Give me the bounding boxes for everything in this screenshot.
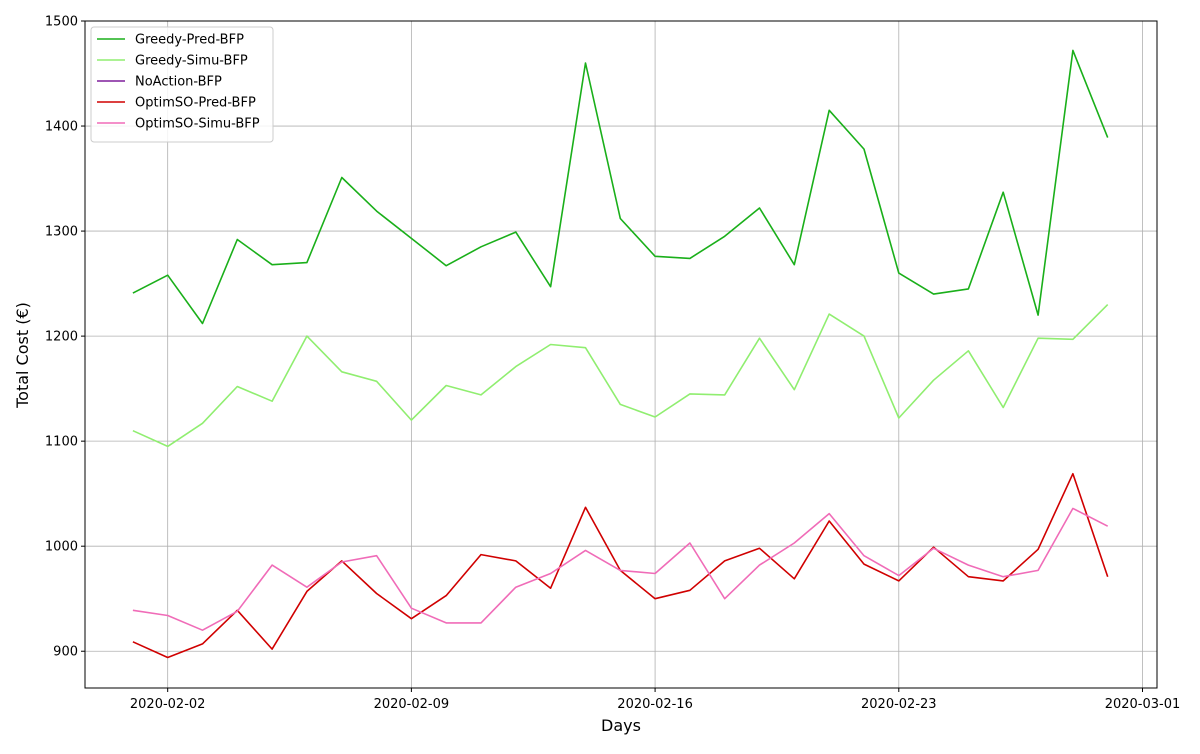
y-axis: 900 1000 1100 1200 1300 1400 1500 xyxy=(45,15,85,660)
legend-label: NoAction-BFP xyxy=(135,75,222,90)
series-line-optimso-simu-bfp xyxy=(132,507,1109,632)
x-tick-label: 2020-03-01 xyxy=(1105,697,1181,712)
y-tick-label: 1100 xyxy=(45,435,78,450)
x-tick-label: 2020-02-02 xyxy=(130,697,206,712)
x-tick-label: 2020-02-16 xyxy=(617,697,693,712)
x-axis-label: Days xyxy=(601,716,641,735)
legend-label: Greedy-Pred-BFP xyxy=(135,33,244,48)
legend-label: Greedy-Simu-BFP xyxy=(135,54,248,69)
plot-frame xyxy=(84,20,1158,689)
y-tick-label: 1500 xyxy=(45,15,78,30)
legend-label: OptimSO-Simu-BFP xyxy=(135,117,260,132)
legend-label: OptimSO-Pred-BFP xyxy=(135,96,256,111)
y-tick-label: 1000 xyxy=(45,540,78,555)
series-line-greedy-simu-bfp xyxy=(132,304,1109,448)
legend-box xyxy=(90,26,274,143)
y-tick-label: 1300 xyxy=(45,225,78,240)
y-axis-label: Total Cost (€) xyxy=(13,302,32,409)
x-tick-label: 2020-02-09 xyxy=(374,697,450,712)
legend: Greedy-Pred-BFP Greedy-Simu-BFP NoAction-B… xyxy=(90,26,274,143)
x-tick-label: 2020-02-23 xyxy=(861,697,937,712)
y-tick-label: 1400 xyxy=(45,120,78,135)
x-axis: 2020-02-02 2020-02-09 2020-02-16 2020-02-23… xyxy=(130,688,1180,712)
y-tick-label: 1200 xyxy=(45,330,78,345)
series-lines xyxy=(132,49,1109,659)
y-tick-label: 900 xyxy=(53,645,78,660)
series-line-optimso-pred-bfp xyxy=(132,472,1109,659)
series-line-greedy-pred-bfp xyxy=(132,49,1109,325)
